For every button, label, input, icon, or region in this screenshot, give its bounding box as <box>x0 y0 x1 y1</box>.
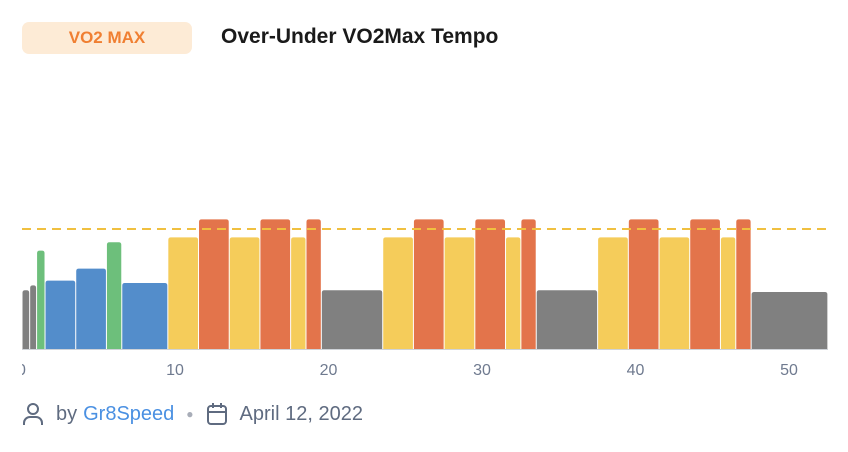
interval-bar-gray <box>30 285 37 349</box>
interval-bar-yellow <box>720 237 736 349</box>
interval-bar-green <box>37 250 45 349</box>
interval-bar-red <box>690 219 720 349</box>
category-badge: VO2 MAX <box>22 22 192 54</box>
interval-bar-blue <box>76 268 106 349</box>
interval-bar-red <box>260 219 291 349</box>
interval-bar-yellow <box>229 237 260 349</box>
interval-bar-red <box>475 219 506 349</box>
interval-bar-yellow <box>444 237 475 349</box>
interval-bar-gray <box>22 290 30 349</box>
interval-bar-red <box>306 219 321 349</box>
interval-bar-red <box>736 219 751 349</box>
x-tick-label: 20 <box>320 362 338 379</box>
author-link[interactable]: Gr8Speed <box>83 402 175 425</box>
by-label: by <box>56 402 78 425</box>
interval-bar-blue <box>45 280 76 349</box>
interval-bar-green <box>106 242 122 349</box>
interval-bar-red <box>199 219 229 349</box>
x-tick-label: 0 <box>17 362 26 379</box>
calendar-icon <box>206 403 227 425</box>
interval-bar-gray <box>536 290 598 349</box>
interval-bar-gray <box>751 292 828 349</box>
interval-bar-blue <box>122 283 168 349</box>
interval-bar-gray <box>321 290 383 349</box>
workout-meta: by Gr8Speed ● April 12, 2022 <box>22 402 363 426</box>
x-tick-label: 30 <box>473 362 491 379</box>
x-tick-label: 10 <box>166 362 184 379</box>
interval-bar-yellow <box>291 237 306 349</box>
interval-bar-red <box>413 219 444 349</box>
interval-bar-yellow <box>168 237 199 349</box>
x-tick-label: 40 <box>627 362 645 379</box>
separator-dot: ● <box>186 407 194 421</box>
interval-bar-yellow <box>506 237 521 349</box>
publish-date: April 12, 2022 <box>239 402 363 425</box>
x-tick-label: 50 <box>780 362 798 379</box>
interval-bar-yellow <box>598 237 628 349</box>
interval-bar-red <box>521 219 536 349</box>
interval-bar-red <box>628 219 659 349</box>
workout-chart: 0 10 20 30 40 50 <box>17 219 828 379</box>
user-icon <box>23 403 43 425</box>
interval-bar-yellow <box>659 237 690 349</box>
interval-bar-yellow <box>383 237 413 349</box>
workout-title[interactable]: Over-Under VO2Max Tempo <box>221 25 499 48</box>
